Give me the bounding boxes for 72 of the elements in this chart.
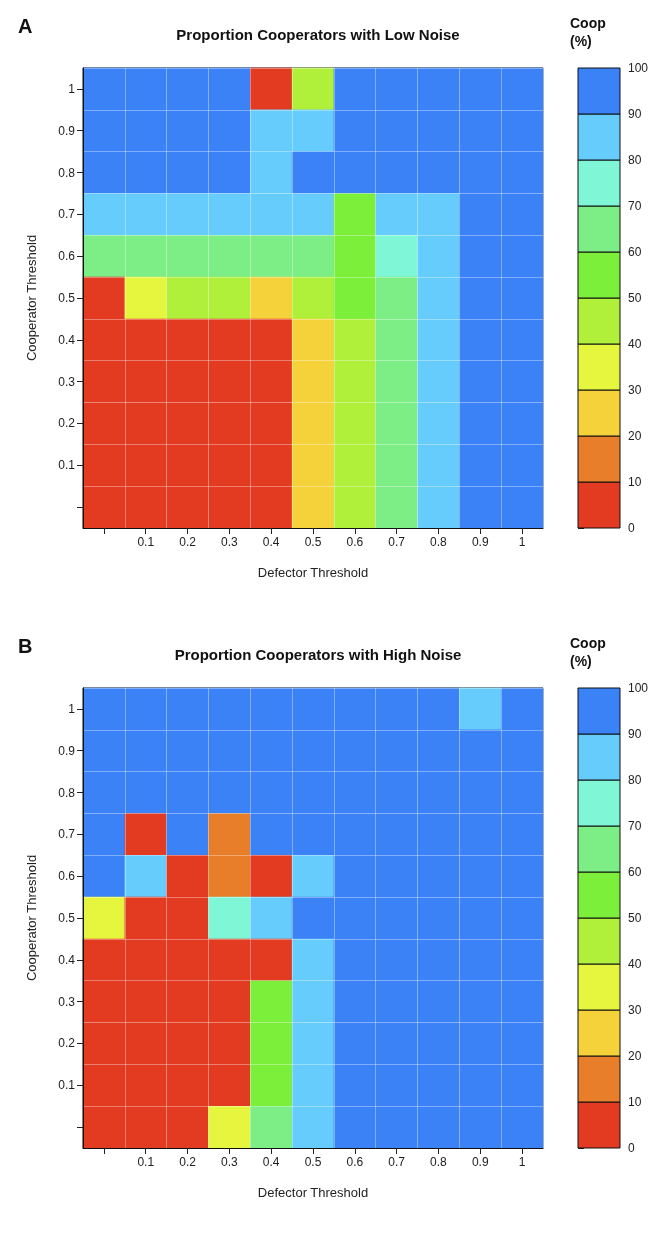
- x-axis-title: Defector Threshold: [257, 565, 369, 580]
- x-tick-label: 1: [518, 1155, 526, 1169]
- text: B: [18, 635, 33, 657]
- color-bar-label: 30: [628, 383, 642, 397]
- color-bar-label: 20: [628, 1049, 642, 1063]
- x-tick-label: 0.5: [304, 535, 322, 549]
- x-tick-label: 0.6: [346, 1155, 364, 1169]
- y-tick-label: 0.4: [58, 332, 76, 347]
- y-tick-label: 0.2: [58, 1036, 76, 1051]
- color-bar-label: 0: [628, 521, 635, 535]
- color-bar-label: 100: [628, 681, 649, 695]
- color-bar-label: 80: [628, 153, 642, 167]
- x-axis-title: Defector Threshold: [257, 1185, 369, 1200]
- color-bar-label: 50: [628, 291, 642, 305]
- x-tick-label: 0.3: [221, 1155, 239, 1169]
- y-tick-label: 1: [68, 81, 76, 96]
- x-tick-label: 0.2: [179, 535, 197, 549]
- color-bar-label: 30: [628, 1003, 642, 1017]
- y-tick-label: 0.5: [58, 911, 76, 925]
- x-tick-label: 0.7: [388, 535, 406, 549]
- y-tick-label: 0.3: [58, 994, 76, 1009]
- x-tick-label: 1: [518, 535, 526, 549]
- y-tick-label: 0.8: [58, 165, 76, 180]
- x-tick-label: 0.4: [262, 1155, 280, 1169]
- color-bar-label: 100: [628, 61, 649, 75]
- x-tick-label: 0.1: [137, 535, 155, 549]
- color-bar-label: 70: [628, 819, 642, 833]
- x-tick-label: 0.2: [179, 1155, 197, 1169]
- y-tick-label: 0.6: [58, 249, 76, 264]
- color-bar-title: Coop (%): [570, 15, 610, 49]
- x-tick-label: 0.6: [346, 535, 364, 549]
- y-tick-label: 0.8: [58, 785, 76, 800]
- color-bar-label: 50: [628, 911, 642, 925]
- x-tick-label: 0.9: [471, 535, 489, 549]
- y-tick-label: 0.9: [58, 743, 76, 758]
- color-bar-label: 80: [628, 773, 642, 787]
- x-tick-label: 0.9: [471, 1155, 489, 1169]
- y-tick-label: 0.7: [58, 827, 76, 842]
- y-tick-label: 0.2: [58, 416, 76, 431]
- color-bar-label: 10: [628, 1095, 642, 1109]
- x-tick-label: 0.7: [388, 1155, 406, 1169]
- chart-title: Proportion Cooperators with High Noise: [174, 646, 462, 663]
- x-tick-label: 0.3: [221, 535, 239, 549]
- x-tick-label: 0.4: [262, 535, 280, 549]
- y-tick-label: 0.1: [58, 1078, 76, 1093]
- color-bar-label: 0: [628, 1141, 635, 1155]
- color-bar-label: 20: [628, 429, 642, 443]
- y-tick-label: 0.5: [58, 291, 76, 305]
- x-tick-label: 0.1: [137, 1155, 155, 1169]
- x-tick-label: 0.5: [304, 1155, 322, 1169]
- y-tick-label: 0.7: [58, 207, 76, 222]
- color-bar-label: 40: [628, 337, 642, 351]
- y-tick-label: 0.3: [58, 374, 76, 389]
- color-bar-label: 60: [628, 245, 642, 259]
- text: A: [18, 15, 33, 37]
- color-bar-label: 70: [628, 199, 642, 213]
- y-tick-label: 0.4: [58, 952, 76, 967]
- x-tick-label: 0.8: [430, 535, 448, 549]
- color-bar-title: Coop (%): [570, 635, 610, 669]
- color-bar-label: 40: [628, 957, 642, 971]
- y-axis-title: Cooperator Threshold: [24, 854, 39, 982]
- x-tick-label: 0.8: [430, 1155, 448, 1169]
- chart-title: Proportion Cooperators with Low Noise: [176, 26, 460, 43]
- y-tick-label: 1: [68, 701, 76, 716]
- y-tick-label: 0.6: [58, 869, 76, 884]
- color-bar-label: 10: [628, 475, 642, 489]
- y-tick-label: 0.9: [58, 123, 76, 138]
- color-bar-label: 60: [628, 865, 642, 879]
- color-bar-label: 90: [628, 107, 642, 121]
- y-tick-label: 0.1: [58, 458, 76, 473]
- color-bar-label: 90: [628, 727, 642, 741]
- y-axis-title: Cooperator Threshold: [24, 234, 39, 362]
